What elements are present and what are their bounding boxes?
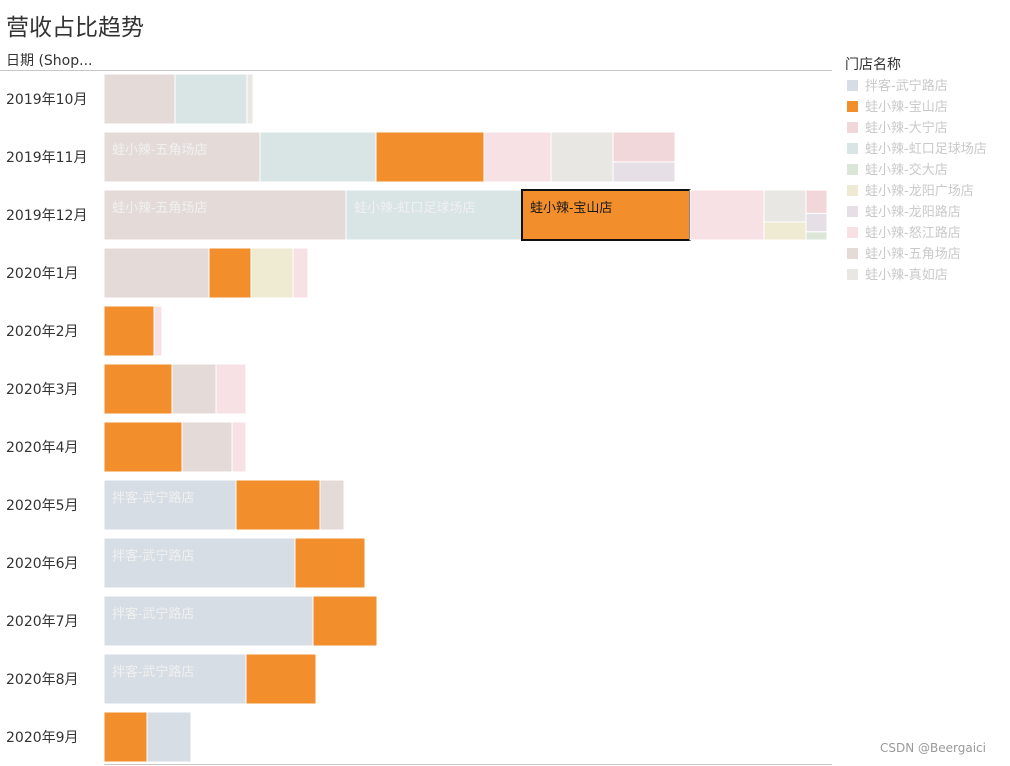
bar-segment-label: 拌客-武宁路店 (112, 664, 194, 680)
bar-segment-拌客-武宁路店[interactable] (146, 711, 192, 763)
bar-segment-蛙小辣-宝山店[interactable] (235, 479, 321, 531)
bar-segment-label: 蛙小辣-虹口足球场店 (354, 201, 475, 216)
row-label: 2019年12月 (6, 208, 88, 224)
header-divider (0, 70, 832, 71)
bar-segment-蛙小辣-怒江路店[interactable] (215, 363, 247, 415)
bar-segment-蛙小辣-怒江路店[interactable] (231, 421, 247, 473)
legend-swatch (847, 122, 858, 133)
legend-item[interactable]: 蛙小辣-交大店 (847, 159, 948, 178)
bar-segment-蛙小辣-真如店[interactable] (246, 73, 254, 125)
legend-item-label: 拌客-武宁路店 (865, 79, 948, 94)
bar-segment-蛙小辣-龙阳路店[interactable] (612, 161, 676, 183)
bar-segment-拌客-武宁路店[interactable] (103, 653, 247, 705)
bar-segment-蛙小辣-宝山店[interactable] (103, 711, 148, 763)
legend-item-label: 蛙小辣-交大店 (865, 163, 948, 178)
legend-swatch (847, 269, 858, 280)
bar-segment-蛙小辣-交大店[interactable] (805, 231, 828, 241)
legend-swatch (847, 227, 858, 238)
bar-segment-蛙小辣-虹口足球场店[interactable] (259, 131, 377, 183)
bar-segment-蛙小辣-龙阳广场店[interactable] (250, 247, 294, 299)
legend-item-label: 蛙小辣-怒江路店 (865, 226, 961, 241)
bar-segment-蛙小辣-怒江路店[interactable] (483, 131, 552, 183)
row-label: 2020年6月 (6, 556, 79, 572)
bar-segment-蛙小辣-宝山店[interactable] (103, 305, 155, 357)
bar-segment-蛙小辣-虹口足球场店[interactable] (345, 189, 523, 241)
row-label: 2019年11月 (6, 150, 88, 166)
plot-bottom-divider (104, 764, 832, 765)
legend-swatch (847, 101, 858, 112)
bar-segment-蛙小辣-怒江路店[interactable] (689, 189, 765, 241)
bar-segment-蛙小辣-真如店[interactable] (763, 189, 807, 223)
legend-item-label: 蛙小辣-大宁店 (865, 121, 948, 136)
bar-segment-拌客-武宁路店[interactable] (103, 595, 314, 647)
legend-title: 门店名称 (845, 57, 901, 73)
bar-segment-蛙小辣-五角场店[interactable] (319, 479, 345, 531)
bar-segment-蛙小辣-怒江路店[interactable] (153, 305, 163, 357)
legend-item[interactable]: 蛙小辣-怒江路店 (847, 222, 961, 241)
legend-item[interactable]: 蛙小辣-五角场店 (847, 243, 961, 262)
bar-segment-蛙小辣-五角场店[interactable] (171, 363, 217, 415)
bar-segment-label: 拌客-武宁路店 (112, 490, 194, 506)
bar-segment-蛙小辣-宝山店[interactable] (521, 189, 691, 241)
bar-segment-蛙小辣-宝山店[interactable] (375, 131, 485, 183)
bar-segment-label: 蛙小辣-宝山店 (530, 201, 612, 216)
legend-item[interactable]: 蛙小辣-龙阳广场店 (847, 180, 974, 199)
legend-swatch (847, 80, 858, 91)
row-label: 2020年3月 (6, 382, 79, 398)
bar-segment-蛙小辣-宝山店[interactable] (294, 537, 366, 589)
bar-segment-蛙小辣-真如店[interactable] (550, 131, 614, 183)
bar-segment-蛙小辣-大宁店[interactable] (805, 189, 828, 214)
legend-swatch (847, 185, 858, 196)
row-label: 2020年1月 (6, 266, 79, 282)
bar-segment-蛙小辣-五角场店[interactable] (103, 73, 176, 125)
bar-segment-label: 拌客-武宁路店 (112, 548, 194, 564)
bar-segment-蛙小辣-五角场店[interactable] (103, 131, 261, 183)
legend-item-label: 蛙小辣-宝山店 (865, 100, 948, 115)
bar-segment-蛙小辣-宝山店[interactable] (103, 421, 183, 473)
bar-segment-蛙小辣-大宁店[interactable] (612, 131, 676, 163)
bar-segment-蛙小辣-宝山店[interactable] (208, 247, 252, 299)
bar-segment-蛙小辣-五角场店[interactable] (103, 189, 347, 241)
bar-segment-蛙小辣-五角场店[interactable] (181, 421, 233, 473)
row-label: 2019年10月 (6, 92, 88, 108)
credit-watermark: CSDN @Beergaici (880, 741, 986, 755)
bar-segment-蛙小辣-龙阳路店[interactable] (805, 212, 828, 233)
row-header-label[interactable]: 日期 (Shop... (6, 53, 93, 69)
legend-item[interactable]: 蛙小辣-宝山店 (847, 96, 948, 115)
legend-swatch (847, 206, 858, 217)
bar-segment-蛙小辣-宝山店[interactable] (245, 653, 317, 705)
row-label: 2020年8月 (6, 672, 79, 688)
legend-swatch (847, 143, 858, 154)
bar-segment-蛙小辣-龙阳广场店[interactable] (763, 221, 807, 241)
legend-swatch (847, 164, 858, 175)
row-label: 2020年2月 (6, 324, 79, 340)
bar-segment-label: 蛙小辣-五角场店 (112, 143, 207, 158)
row-label: 2020年4月 (6, 440, 79, 456)
bar-segment-label: 拌客-武宁路店 (112, 606, 194, 622)
row-label: 2020年5月 (6, 498, 79, 514)
legend-item-label: 蛙小辣-虹口足球场店 (865, 142, 987, 157)
legend-item-label: 蛙小辣-真如店 (865, 268, 948, 283)
legend-item[interactable]: 蛙小辣-真如店 (847, 264, 948, 283)
legend-item[interactable]: 蛙小辣-大宁店 (847, 117, 948, 136)
legend-swatch (847, 248, 858, 259)
bar-segment-拌客-武宁路店[interactable] (103, 537, 296, 589)
legend-item-label: 蛙小辣-龙阳路店 (865, 205, 961, 220)
legend-item-label: 蛙小辣-五角场店 (865, 247, 961, 262)
legend-item[interactable]: 蛙小辣-虹口足球场店 (847, 138, 987, 157)
bar-segment-蛙小辣-怒江路店[interactable] (292, 247, 309, 299)
legend-item[interactable]: 拌客-武宁路店 (847, 75, 948, 94)
row-label: 2020年7月 (6, 614, 79, 630)
bar-segment-蛙小辣-五角场店[interactable] (103, 247, 210, 299)
legend-item-label: 蛙小辣-龙阳广场店 (865, 184, 974, 199)
chart-title: 营收占比趋势 (6, 15, 144, 41)
bar-segment-蛙小辣-宝山店[interactable] (312, 595, 378, 647)
bar-segment-label: 蛙小辣-五角场店 (112, 201, 207, 216)
row-label: 2020年9月 (6, 730, 79, 746)
bar-segment-蛙小辣-虹口足球场店[interactable] (174, 73, 248, 125)
legend-item[interactable]: 蛙小辣-龙阳路店 (847, 201, 961, 220)
bar-segment-蛙小辣-宝山店[interactable] (103, 363, 173, 415)
